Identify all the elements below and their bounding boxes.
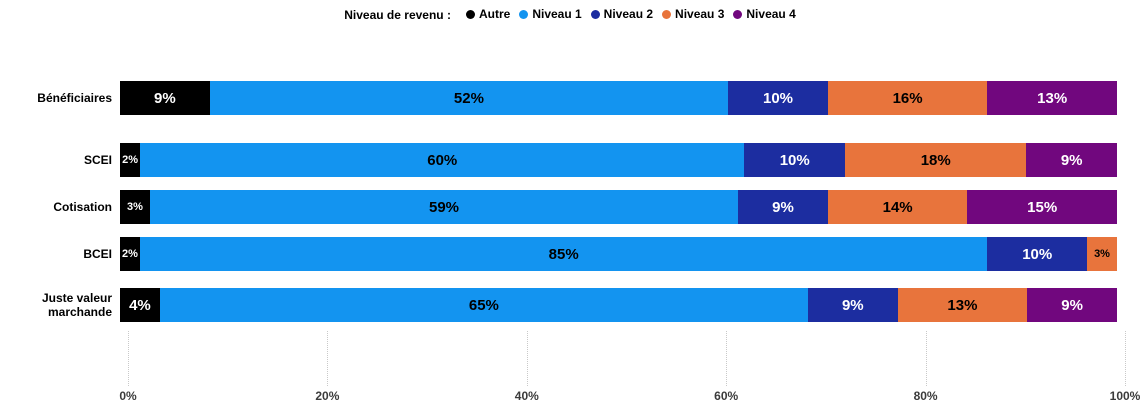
bar-value-label: 10% [1022,245,1053,263]
gridline [128,331,129,386]
bar-segment-niveau-2[interactable]: 10% [987,237,1088,271]
legend-item-niveau-4[interactable]: Niveau 4 [733,7,796,21]
legend-dot-icon [465,9,475,19]
legend-label: Niveau 2 [603,7,654,21]
bar-value-label: 3% [1094,248,1110,260]
legend-dot-icon [519,9,529,19]
x-axis-tick: 40% [514,389,539,403]
bar-row: Cotisation 3% 59% 9% 14% 15% [0,190,1140,224]
bar-value-label: 59% [429,198,460,216]
bar-value-label: 60% [427,151,458,169]
x-axis-tick: 0% [119,389,137,403]
legend-dot-icon [662,9,672,19]
stacked-bar: 2% 85% 10% 3% [120,237,1117,271]
bar-value-label: 9% [841,296,864,314]
bar-segment-niveau-1[interactable]: 59% [149,190,739,224]
bar-segment-niveau-3[interactable]: 13% [897,288,1028,322]
x-axis-tick: 20% [315,389,340,403]
x-axis: 0% 20% 40% 60% 80% 100% [119,389,1140,405]
bar-value-label: 18% [920,151,951,169]
bar-segment-niveau-2[interactable]: 9% [738,190,828,224]
stacked-bar: 2% 60% 10% 18% 9% [120,143,1117,177]
stacked-bar: 9% 52% 10% 16% 13% [120,81,1117,115]
bar-segment-autre[interactable]: 9% [120,81,210,115]
bar-value-label: 9% [1060,151,1083,169]
bar-segment-niveau-4[interactable]: 15% [967,190,1117,224]
bar-value-label: 65% [468,296,499,314]
x-axis-tick: 60% [714,389,739,403]
bar-segment-niveau-3[interactable]: 14% [827,190,968,224]
bar-value-label: 13% [947,296,978,314]
category-label: Cotisation [53,200,112,214]
bar-value-label: 14% [882,198,913,216]
category-label: BCEI [83,247,112,261]
bar-segment-niveau-3[interactable]: 3% [1087,237,1117,271]
gridline [1125,331,1126,386]
bar-segment-autre[interactable]: 3% [120,190,150,224]
bar-segment-autre[interactable]: 2% [120,237,140,271]
category-label: Bénéficiaires [37,91,112,105]
gridline [327,331,329,386]
gridline [526,331,528,386]
bar-segment-autre[interactable]: 2% [120,143,141,177]
chart-legend: Niveau de revenu : Autre Niveau 1 Niveau 2 N… [0,7,1140,22]
bar-value-label: 85% [548,245,579,263]
bar-value-label: 9% [154,89,176,107]
legend-label: Niveau 4 [746,7,796,21]
bar-segment-niveau-4[interactable]: 13% [987,81,1117,115]
bar-value-label: 16% [892,89,923,107]
category-label: Juste valeur marchande [41,291,112,319]
legend-item-niveau-2[interactable]: Niveau 2 [590,7,654,21]
x-axis-tick: 80% [913,389,938,403]
category-label: SCEI [83,153,112,167]
x-axis-tick: 100% [1109,389,1140,403]
bar-segment-autre[interactable]: 4% [120,288,160,322]
bar-segment-niveau-4[interactable]: 9% [1026,143,1117,177]
legend-dot-icon [733,9,743,19]
stacked-bar: 4% 65% 9% 13% 9% [120,288,1117,322]
gridline [925,331,927,386]
legend-label: Autre [478,7,511,21]
gridline [726,331,728,386]
legend-items: Autre Niveau 1 Niveau 2 Niveau 3 Niveau 4 [457,7,796,22]
legend-label: Niveau 1 [532,7,582,21]
gridlines [128,331,1126,386]
bar-value-label: 2% [122,154,139,166]
bar-row: Juste valeur marchande 4% 65% 9% 13% 9% [0,288,1140,322]
bar-segment-niveau-2[interactable]: 9% [807,288,898,322]
bar-value-label: 9% [1061,296,1083,314]
legend-label: Niveau 3 [675,7,725,21]
bar-value-label: 52% [453,89,484,107]
stacked-bar-chart: Bénéficiaires 9% 52% 10% 16% 13% SCEI 2% 60% 10% 1… [0,81,1140,322]
stacked-bar: 3% 59% 9% 14% 15% [120,190,1117,224]
bar-row: BCEI 2% 85% 10% 3% [0,237,1140,271]
bar-segment-niveau-1[interactable]: 65% [159,288,808,322]
bar-segment-niveau-4[interactable]: 9% [1027,288,1117,322]
bar-value-label: 3% [127,201,143,213]
bar-value-label: 9% [772,198,794,216]
bar-segment-niveau-2[interactable]: 10% [728,81,828,115]
bar-segment-niveau-3[interactable]: 18% [845,143,1027,177]
bar-segment-niveau-1[interactable]: 85% [139,237,988,271]
legend-item-autre[interactable]: Autre [465,7,511,21]
bar-segment-niveau-2[interactable]: 10% [744,143,846,177]
bar-row: Bénéficiaires 9% 52% 10% 16% 13% [0,81,1140,115]
legend-dot-icon [590,9,600,19]
bar-value-label: 13% [1037,89,1068,107]
bar-value-label: 15% [1027,198,1058,216]
legend-item-niveau-1[interactable]: Niveau 1 [519,7,582,21]
bar-value-label: 4% [129,296,151,314]
legend-title: Niveau de revenu : [344,7,451,22]
bar-value-label: 10% [779,151,810,169]
bar-segment-niveau-1[interactable]: 60% [140,143,745,177]
bar-value-label: 10% [762,89,794,107]
legend-item-niveau-3[interactable]: Niveau 3 [662,7,724,21]
bar-segment-niveau-1[interactable]: 52% [209,81,729,115]
bar-row: SCEI 2% 60% 10% 18% 9% [0,143,1140,177]
bar-segment-niveau-3[interactable]: 16% [827,81,988,115]
bar-value-label: 2% [122,248,138,260]
